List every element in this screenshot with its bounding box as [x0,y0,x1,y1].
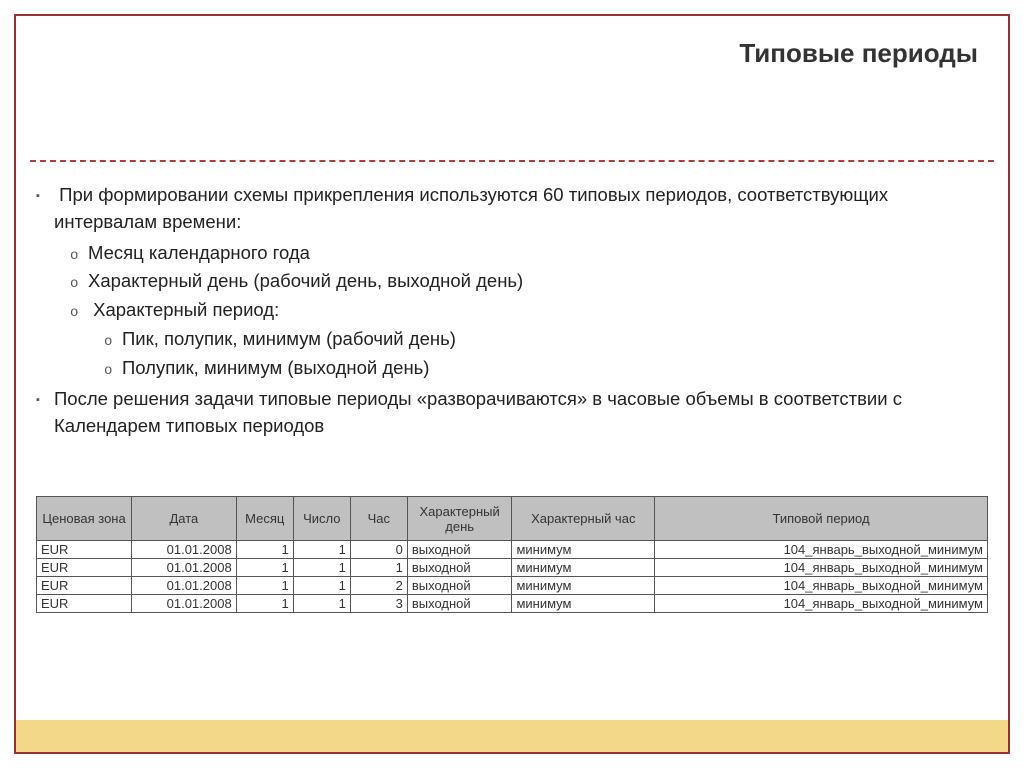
slide-title: Типовые периоды [739,38,978,69]
table-cell: минимум [512,577,655,595]
list-item: Характерный период: Пик, полупик, миниму… [88,297,988,381]
table-cell: 1 [293,577,350,595]
bullet-text: Характерный день (рабочий день, выходной… [88,270,523,291]
table-cell: минимум [512,595,655,613]
table-cell: 104_январь_выходной_минимум [655,595,988,613]
bullet-text: Характерный период: [93,299,279,320]
list-item: Месяц календарного года [88,240,988,267]
divider [30,160,994,162]
table-cell: 1 [236,595,293,613]
table-header-row: Ценовая зонаДатаМесяцЧислоЧасХарактерный… [37,497,988,541]
table-cell: 104_январь_выходной_минимум [655,559,988,577]
table-header-cell: Характерный день [407,497,512,541]
table-cell: 01.01.2008 [132,595,237,613]
table-cell: выходной [407,541,512,559]
table-cell: 1 [293,595,350,613]
table-cell: 1 [293,559,350,577]
table-cell: выходной [407,577,512,595]
table-cell: 1 [350,559,407,577]
table-cell: EUR [37,595,132,613]
bottom-accent-band [16,720,1008,752]
table-row: EUR01.01.2008112выходнойминимум104_январ… [37,577,988,595]
table-cell: 2 [350,577,407,595]
table-head: Ценовая зонаДатаМесяцЧислоЧасХарактерный… [37,497,988,541]
bullet-text: Месяц календарного года [88,242,310,263]
table-header-cell: Число [293,497,350,541]
table-cell: 1 [236,541,293,559]
table-row: EUR01.01.2008111выходнойминимум104_январ… [37,559,988,577]
table-cell: 0 [350,541,407,559]
slide-frame: Типовые периоды При формировании схемы п… [14,14,1010,754]
table-header-cell: Дата [132,497,237,541]
table-wrapper: Ценовая зонаДатаМесяцЧислоЧасХарактерный… [36,496,988,613]
table-cell: 104_январь_выходной_минимум [655,541,988,559]
data-table: Ценовая зонаДатаМесяцЧислоЧасХарактерный… [36,496,988,613]
table-cell: минимум [512,559,655,577]
bullet-text: Пик, полупик, минимум (рабочий день) [122,328,456,349]
table-cell: выходной [407,595,512,613]
table-header-cell: Характерный час [512,497,655,541]
bullet-text: После решения задачи типовые периоды «ра… [54,388,902,436]
table-header-cell: Час [350,497,407,541]
table-cell: EUR [37,541,132,559]
table-header-cell: Ценовая зона [37,497,132,541]
table-cell: 01.01.2008 [132,559,237,577]
content-area: При формировании схемы прикрепления испо… [36,182,988,443]
table-body: EUR01.01.2008110выходнойминимум104_январ… [37,541,988,613]
bullet-text: Полупик, минимум (выходной день) [122,357,429,378]
list-item: Полупик, минимум (выходной день) [122,355,988,382]
table-cell: 01.01.2008 [132,577,237,595]
table-cell: EUR [37,577,132,595]
table-cell: 3 [350,595,407,613]
list-item: После решения задачи типовые периоды «ра… [54,386,988,440]
table-header-cell: Месяц [236,497,293,541]
bullet-list: При формировании схемы прикрепления испо… [36,182,988,439]
table-row: EUR01.01.2008110выходнойминимум104_январ… [37,541,988,559]
table-cell: минимум [512,541,655,559]
table-cell: выходной [407,559,512,577]
list-item: Пик, полупик, минимум (рабочий день) [122,326,988,353]
table-row: EUR01.01.2008113выходнойминимум104_январ… [37,595,988,613]
table-cell: 1 [236,559,293,577]
list-item: При формировании схемы прикрепления испо… [54,182,988,382]
table-cell: EUR [37,559,132,577]
table-header-cell: Типовой период [655,497,988,541]
table-cell: 1 [293,541,350,559]
table-cell: 104_январь_выходной_минимум [655,577,988,595]
bullet-text: При формировании схемы прикрепления испо… [54,184,888,232]
table-cell: 01.01.2008 [132,541,237,559]
table-cell: 1 [236,577,293,595]
slide-container: Типовые периоды При формировании схемы п… [0,0,1024,768]
list-item: Характерный день (рабочий день, выходной… [88,268,988,295]
